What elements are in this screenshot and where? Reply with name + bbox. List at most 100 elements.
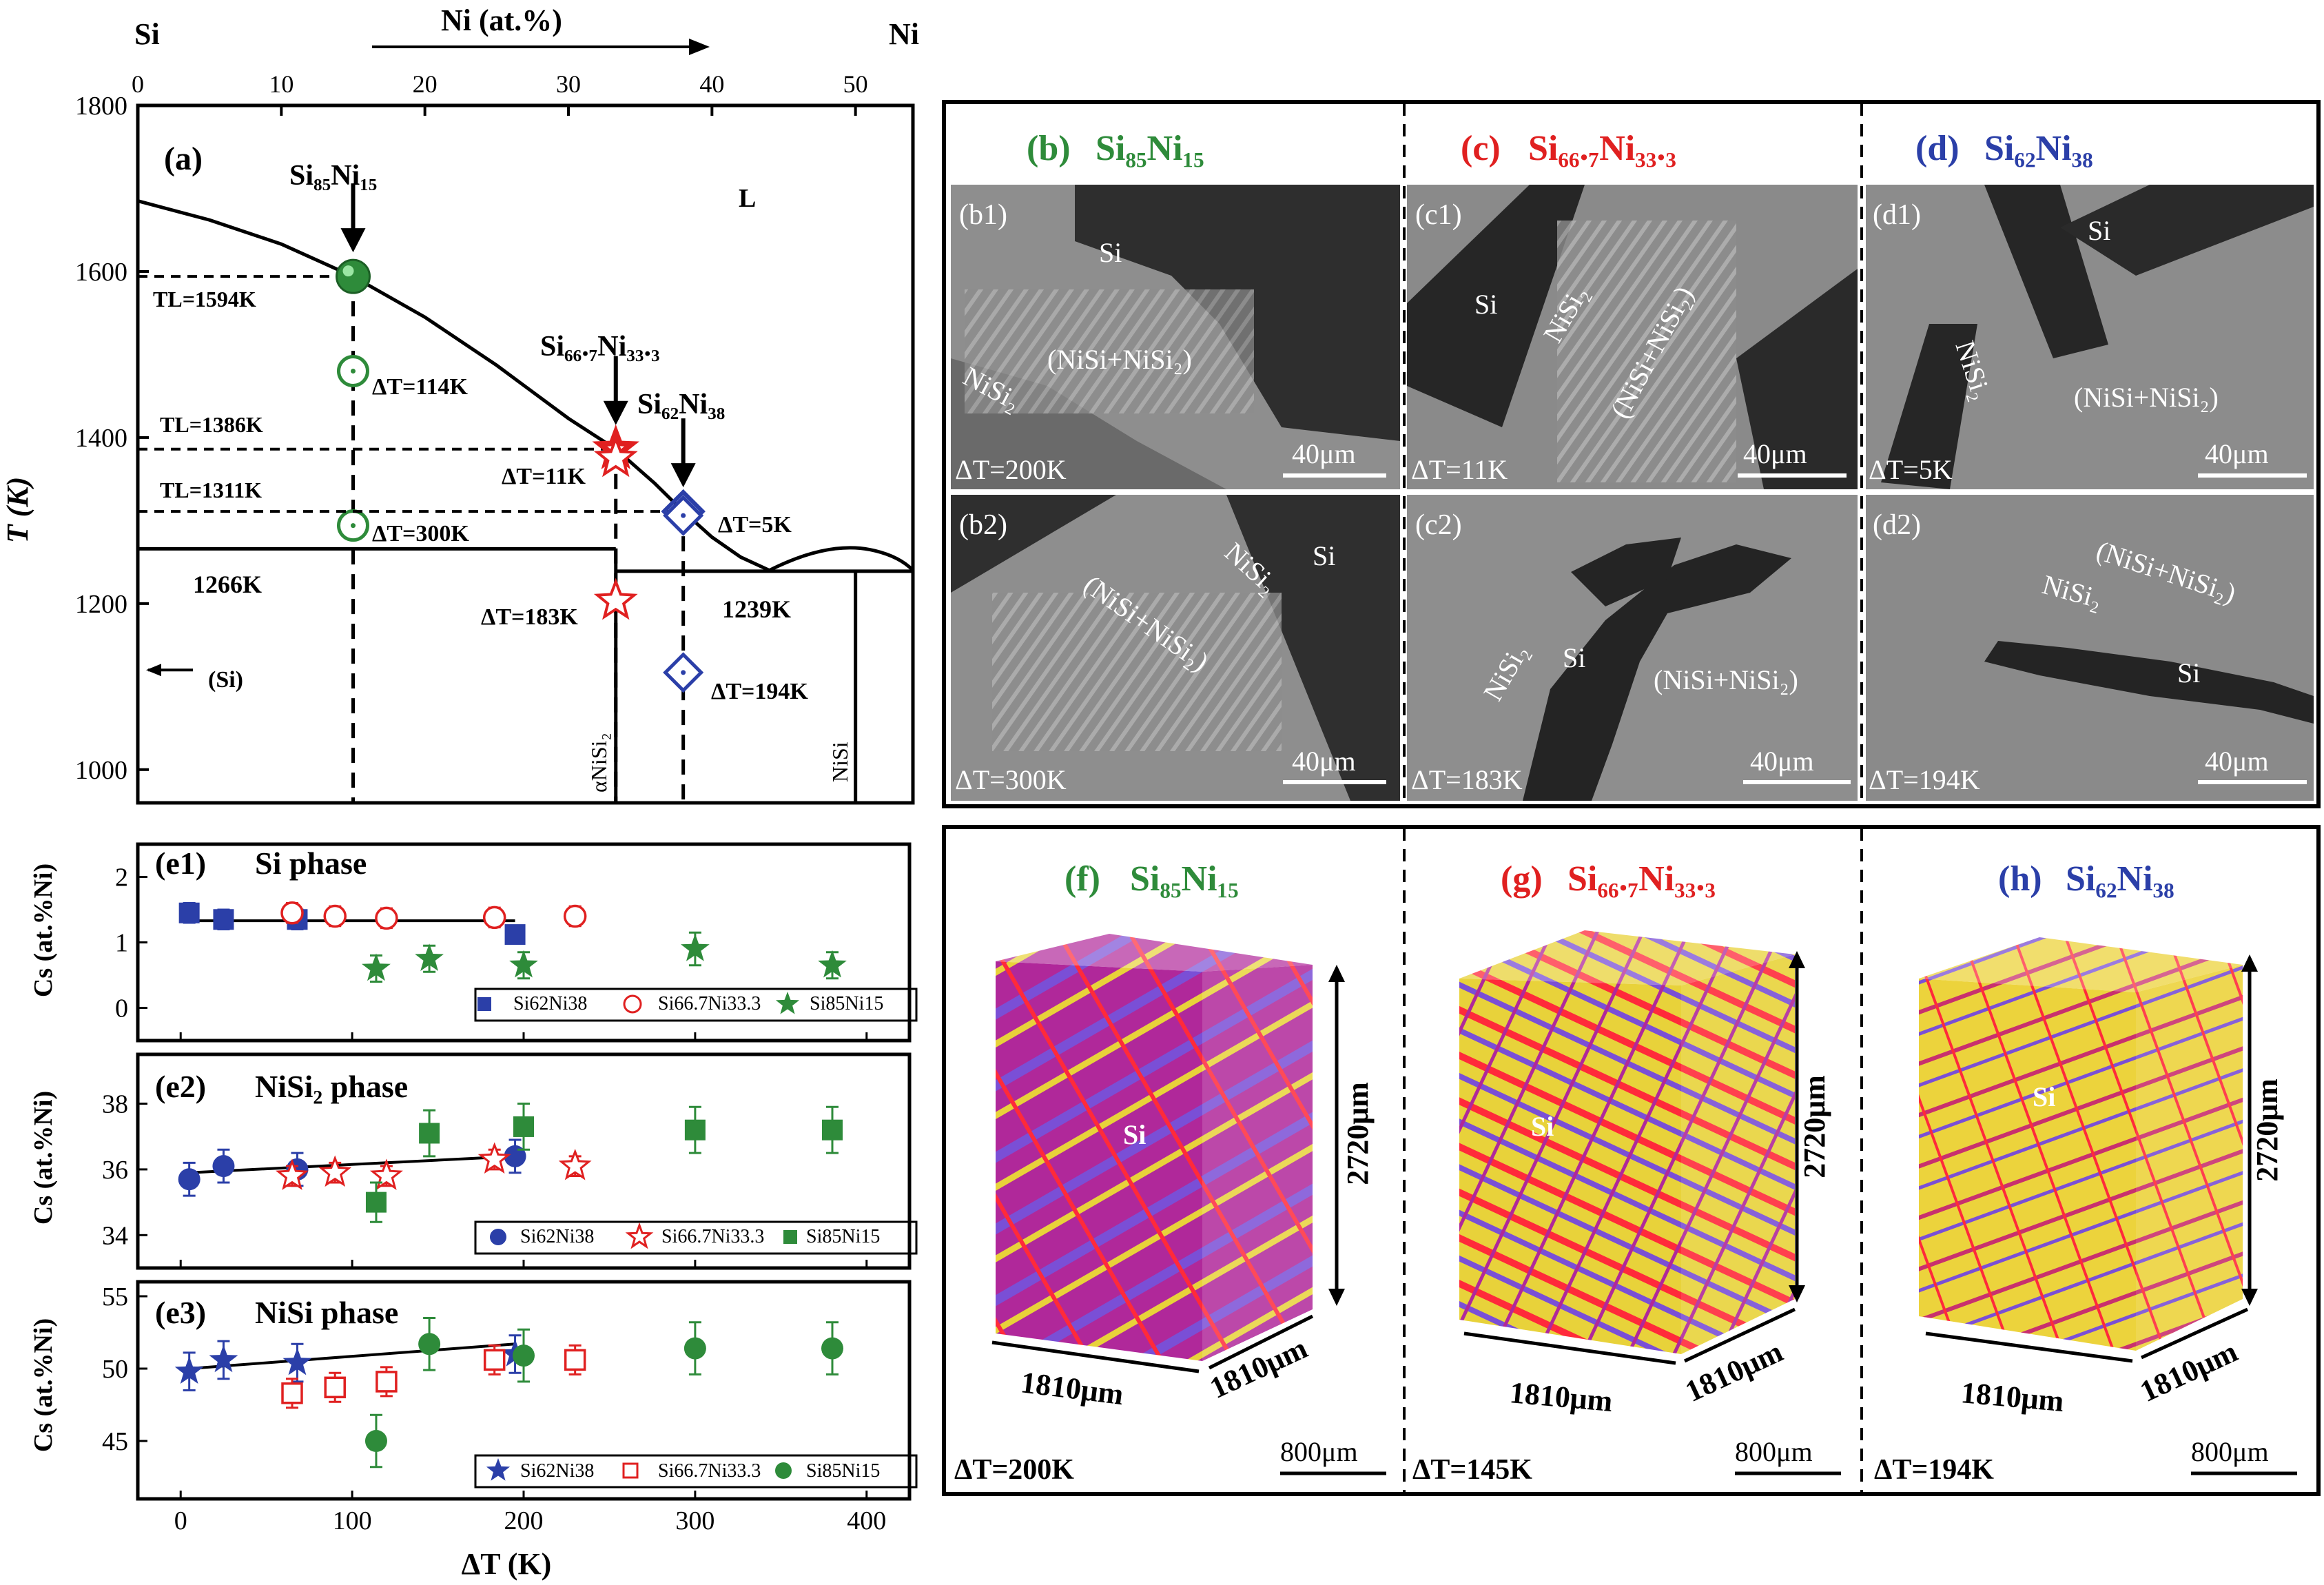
- tl-label-si62: TL=1311K: [160, 478, 262, 502]
- b1-dt: ΔT=200K: [955, 454, 1067, 485]
- e-point-square: [684, 1119, 706, 1141]
- e-point-circle: [418, 1333, 441, 1356]
- g-scale: 800μm: [1735, 1436, 1813, 1467]
- f-alloy: Si₈₅Ni₁₅: [1130, 859, 1239, 899]
- tl-label-si667: TL=1386K: [160, 412, 263, 437]
- e-point-square: [213, 909, 234, 930]
- e-point-circle: [821, 1337, 843, 1360]
- phase-label-anisi2: αNiSi₂: [586, 733, 611, 792]
- e-x-tick-label: 100: [333, 1506, 372, 1535]
- e2-panel-label: (e2): [155, 1069, 206, 1104]
- micrograph-panel: (b) Si₈₅Ni₁₅ (c) Si₆₆.₇Ni₃₃.₃ (d) Si₆₂Ni…: [942, 100, 2321, 808]
- f-cube-side: [1202, 965, 1313, 1361]
- b2-id: (b2): [959, 509, 1007, 541]
- top-tick-label: 0: [132, 70, 144, 98]
- d1-dt: ΔT=5K: [1869, 454, 1953, 485]
- composition-plots: 0 1 2 34 36 38 45 50 55 0 100 200 300 400: [102, 842, 918, 1535]
- b2-scale: 40μm: [1292, 746, 1356, 777]
- y-axis-ticks: 1000 1200 1400 1600 1800: [75, 92, 149, 785]
- phase-diagram-plot: [137, 183, 914, 803]
- e-point-square-open: [281, 1382, 303, 1404]
- e-point-star: [209, 1344, 238, 1373]
- b1-label-eutectic: (NiSi+NiSi₂): [1047, 344, 1192, 375]
- e-point-circle: [504, 1145, 526, 1167]
- d2-id: (d2): [1873, 509, 1921, 541]
- e1-title: Si phase: [255, 846, 367, 881]
- e-legend-box: [474, 1220, 918, 1255]
- g-height: 2720μm: [1798, 1075, 1831, 1178]
- e-x-tick-label: 300: [675, 1506, 714, 1535]
- eutectic-label-1266: 1266K: [193, 571, 262, 598]
- e2-ylabel: Cs (at.%Ni): [29, 1091, 58, 1225]
- e-y-tick-label: 1: [115, 929, 128, 958]
- comp-label-si62: Si₆₂Ni₃₈: [637, 389, 725, 420]
- top-axis-arrowhead: [689, 39, 710, 55]
- d2-label-si: Si: [2177, 657, 2200, 688]
- f-scale: 800μm: [1280, 1436, 1358, 1467]
- top-axis-label: Ni (at.%): [441, 3, 562, 37]
- e-point-star-open: [276, 1158, 309, 1190]
- e-point-square: [178, 902, 200, 923]
- e3-legend-entry-1: Si62Ni38: [520, 1460, 594, 1482]
- g-width: 1810μm: [1508, 1376, 1614, 1418]
- e-point-square: [822, 1119, 843, 1141]
- b1-label-si: Si: [1099, 237, 1122, 268]
- e-y-tick-label: 50: [102, 1355, 128, 1384]
- header-d-alloy: Si₆₂Ni₃₈: [1984, 129, 2093, 168]
- c1-dt: ΔT=11K: [1411, 454, 1508, 485]
- undercooling-marker-dot: [681, 513, 686, 518]
- e1-legend: Si62Ni38 Si66.7Ni33.3 Si85Ni15: [477, 992, 883, 1014]
- e-x-tick-label: 200: [504, 1506, 544, 1535]
- e-fit-line: [189, 1154, 515, 1174]
- c2-scale: 40μm: [1750, 746, 1814, 777]
- liquidus-line: [137, 199, 770, 572]
- e-point-star: [174, 1356, 204, 1384]
- c2-label-si: Si: [1563, 642, 1585, 673]
- e-point-star: [362, 953, 391, 981]
- undercooling-marker-star: [593, 435, 638, 478]
- e-x-tick-label: 400: [847, 1506, 886, 1535]
- b1-id: (b1): [959, 199, 1007, 231]
- micrograph-d2: (d2) Si NiSi₂ (NiSi+NiSi₂) ΔT=194K 40μm: [1866, 495, 2314, 801]
- micrograph-frame: [942, 100, 2321, 808]
- e-point-square: [504, 924, 526, 945]
- e-y-tick-label: 34: [102, 1221, 128, 1250]
- e2-legend-entry-1: Si62Ni38: [520, 1226, 594, 1247]
- top-axis-right-label: Ni: [889, 17, 919, 51]
- h-cube-front: [1919, 979, 2136, 1351]
- y-tick-label: 1200: [75, 590, 127, 619]
- e-point-circle: [212, 1155, 235, 1178]
- h-depth: 1810μm: [2135, 1334, 2243, 1409]
- undercooling-marker-dot: [351, 369, 356, 374]
- g-alloy: Si₆₆.₇Ni₃₃.₃: [1567, 859, 1716, 899]
- micrograph-b2: (b2) Si NiSi₂ (NiSi+NiSi₂) ΔT=300K 40μm: [951, 495, 1400, 801]
- e-point-star: [509, 950, 538, 978]
- plot-frame: [136, 103, 915, 805]
- y-tick-label: 1800: [75, 92, 127, 121]
- e-point-star: [818, 950, 847, 978]
- d2-scale: 40μm: [2205, 746, 2269, 777]
- g-cube-side: [1681, 954, 1795, 1354]
- micrograph-c1: (c1) Si NiSi₂ (NiSi+NiSi₂) ΔT=11K 40μm: [1407, 185, 1858, 489]
- top-tick-label: 20: [413, 70, 438, 98]
- e-y-tick-label: 0: [115, 994, 128, 1023]
- top-tick-label: 30: [556, 70, 581, 98]
- y-tick-label: 1600: [75, 258, 127, 287]
- g-phase-label: Si: [1531, 1111, 1554, 1142]
- comp-label-si667: Si₆₆.₇Ni₃₃.₃: [540, 331, 660, 362]
- b2-dt: ΔT=300K: [955, 764, 1067, 795]
- e-xlabel: ΔT (K): [462, 1547, 552, 1581]
- liquidus-ni-branch: [768, 546, 914, 572]
- f-cube-front: [996, 961, 1202, 1361]
- f-phase-label: Si: [1123, 1119, 1146, 1150]
- e-x-tick-label: 0: [174, 1506, 187, 1535]
- g-label: (g): [1501, 859, 1543, 899]
- top-tick-label: 50: [843, 70, 868, 98]
- h-scale: 800μm: [2191, 1436, 2269, 1467]
- e-point-circle-open: [323, 904, 347, 928]
- h-alloy: Si₆₂Ni₃₈: [2066, 859, 2174, 899]
- e-y-tick-label: 38: [102, 1090, 128, 1119]
- header-c-label: (c): [1461, 129, 1501, 168]
- e-point-square: [365, 1192, 387, 1213]
